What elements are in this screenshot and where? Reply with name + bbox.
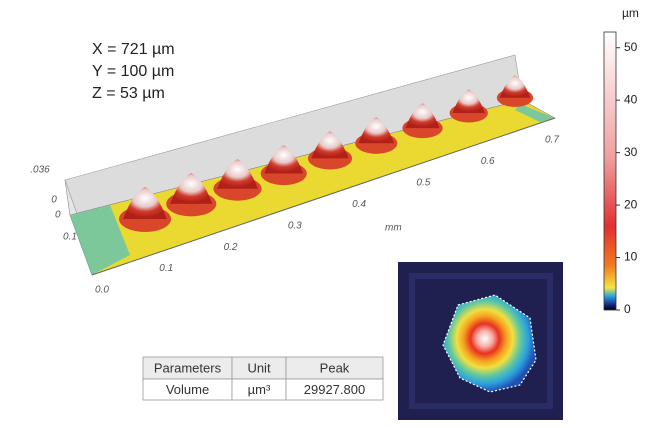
peak <box>358 117 395 144</box>
x-tick-label: 0.4 <box>352 199 366 210</box>
peak <box>499 75 531 98</box>
colorbar-tick-label: 50 <box>624 40 638 54</box>
peak <box>264 145 304 174</box>
peak <box>311 131 349 159</box>
x-tick-label: 0.0 <box>95 285 109 296</box>
colorbar-tick-label: 0 <box>624 302 631 316</box>
annotation: Y = 100 µm <box>92 63 174 80</box>
x-tick-label: 0.7 <box>545 135 559 146</box>
table: Parameters Unit Peak Volume µm³ 29927.800 <box>142 356 384 401</box>
table-header-text: Unit <box>247 360 271 375</box>
table-cell-text: 29927.800 <box>304 382 365 397</box>
base-edge <box>515 104 555 122</box>
x-unit: mm <box>385 223 402 234</box>
y-tick-label: 0.1 <box>63 232 77 243</box>
colorbar-tick-label: 20 <box>624 197 638 211</box>
x-axis <box>91 117 556 276</box>
annotations: X = 721 µm Y = 100 µm Z = 53 µm <box>92 41 175 102</box>
peak <box>217 159 258 189</box>
table-cell-text: Volume <box>166 382 209 397</box>
peak <box>170 173 213 204</box>
annotation: X = 721 µm <box>92 41 175 58</box>
x-tick-label: 0.1 <box>159 263 173 274</box>
colorbar-tick-label: 30 <box>624 145 638 159</box>
peak <box>452 89 485 113</box>
base-edge <box>70 205 130 275</box>
z-tick-label: .036 <box>30 165 50 176</box>
x-tick-label: 0.5 <box>416 177 430 188</box>
heatmap-blob <box>442 294 537 393</box>
peak <box>123 187 167 219</box>
y-tick-label: 0 <box>55 210 61 221</box>
colorbar-tick-label: 40 <box>624 92 638 106</box>
table-cell-text: µm³ <box>248 382 271 397</box>
annotation: Z = 53 µm <box>92 85 165 102</box>
x-tick-label: 0.2 <box>224 242 238 253</box>
z-tick-label: 0 <box>51 195 57 206</box>
colorbar <box>603 31 617 311</box>
table-header-text: Peak <box>320 360 350 375</box>
x-tick-label: 0.6 <box>481 156 495 167</box>
peaks <box>119 75 534 232</box>
peak <box>405 103 440 129</box>
heatmap <box>398 262 563 420</box>
table-header-text: Parameters <box>154 360 222 375</box>
colorbar-ticks: 0 10 20 30 40 50 <box>616 40 638 316</box>
colorbar-tick-label: 10 <box>624 250 638 264</box>
table-cell <box>285 378 384 401</box>
colorbar-unit: µm <box>622 6 639 20</box>
x-tick-label: 0.3 <box>288 220 302 231</box>
heatmap-frame <box>409 273 553 409</box>
